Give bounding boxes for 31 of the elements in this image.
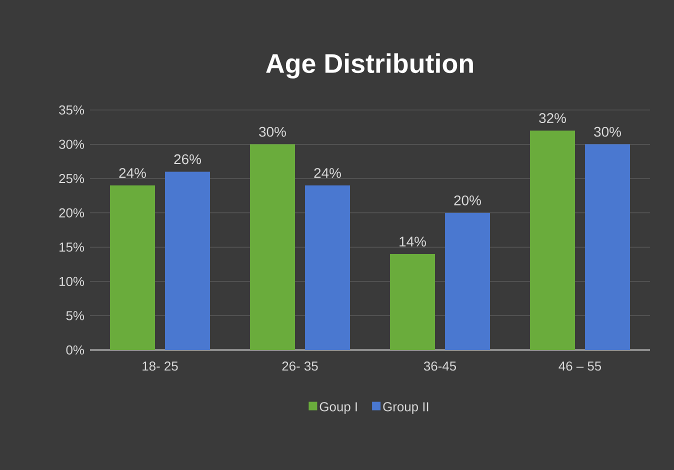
legend-label: Group II (383, 402, 428, 414)
legend-label: Goup I (320, 402, 357, 414)
y-tick-label: 20% (59, 208, 84, 218)
data-label: 30% (594, 126, 621, 137)
data-label: 24% (314, 168, 341, 178)
data-label: 30% (259, 126, 286, 137)
x-tick-label: 36-45 (424, 362, 456, 371)
x-tick-label: 18- 25 (142, 362, 178, 371)
bar (530, 130, 576, 350)
x-tick-label: 46 – 55 (558, 362, 602, 371)
bar (305, 185, 350, 350)
data-label: 32% (539, 113, 566, 124)
y-tick-label: 0% (66, 345, 84, 355)
y-tick-label: 10% (60, 276, 84, 286)
data-label: 20% (454, 195, 481, 206)
bar (165, 172, 210, 350)
bar (110, 185, 155, 350)
bar (445, 212, 490, 350)
chart-title: Age Distribution (266, 53, 473, 79)
y-tick-label: 30% (59, 140, 84, 149)
data-label: 26% (174, 154, 201, 164)
y-tick-label: 5% (66, 311, 84, 320)
bar (585, 144, 630, 350)
y-tick-label: 15% (60, 242, 84, 252)
bar (250, 144, 296, 350)
bar (390, 254, 436, 350)
x-tick-label: 26- 35 (282, 362, 318, 371)
data-label: 14% (400, 236, 426, 246)
y-tick-label: 35% (59, 105, 84, 115)
data-label: 24% (119, 168, 146, 178)
y-tick-label: 25% (59, 174, 84, 184)
